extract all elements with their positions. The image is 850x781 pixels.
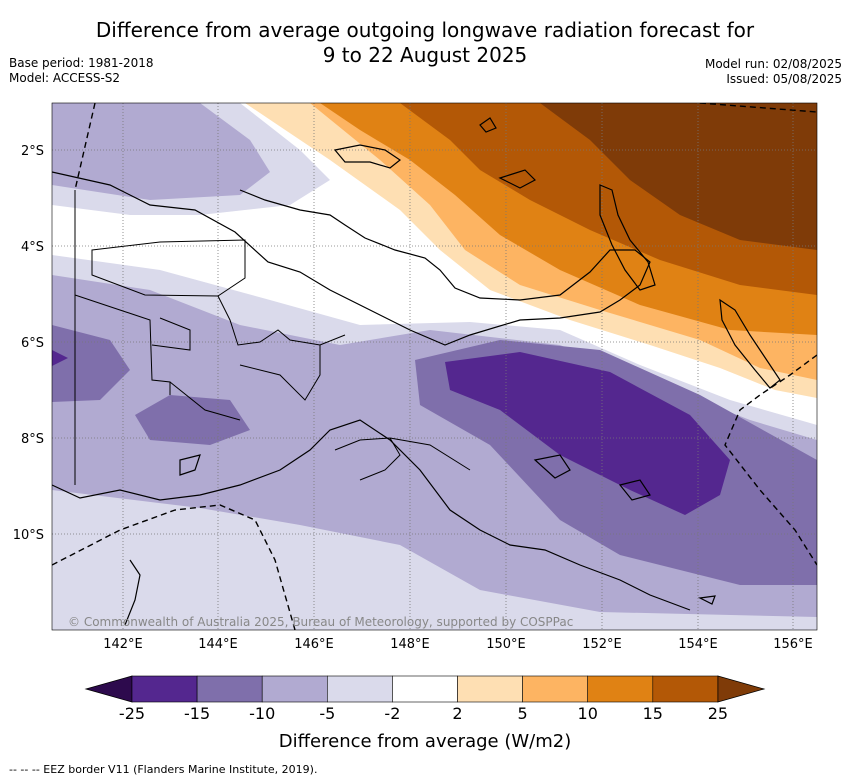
lon-label: 156°E — [773, 637, 813, 652]
colorbar-tick-label: -10 — [249, 704, 276, 723]
colorbar-tick-label: -2 — [384, 704, 401, 723]
colorbar-over-arrow — [717, 675, 766, 703]
title-line-1: Difference from average outgoing longwav… — [95, 18, 755, 42]
colorbar-under-arrow — [84, 675, 133, 703]
lat-label: 6°S — [21, 336, 44, 351]
lon-label: 142°E — [103, 637, 143, 652]
colorbar-bin — [392, 675, 458, 703]
colorbar-bin — [196, 675, 263, 703]
colorbar-bin — [587, 675, 654, 703]
colorbar-tick-label: 2 — [452, 704, 463, 723]
chart-title: Difference from average outgoing longwav… — [0, 18, 850, 68]
lat-label: 4°S — [21, 240, 44, 255]
coastlines — [52, 117, 781, 626]
negative-anomaly-fields — [52, 103, 817, 630]
lon-label: 152°E — [582, 637, 622, 652]
colorbar-tick-label: -25 — [118, 704, 146, 723]
eez-footnote: -- -- -- EEZ border V11 (Flanders Marine… — [9, 763, 318, 776]
colorbar-tick-label: -15 — [184, 704, 211, 723]
latitude-labels: 2°S 4°S 6°S 8°S 10°S — [13, 144, 44, 543]
colorbar — [84, 675, 766, 703]
lon-label: 154°E — [678, 637, 718, 652]
lat-label: 2°S — [21, 144, 44, 159]
issued-date: Issued: 05/08/2025 — [726, 72, 842, 86]
longitude-labels: 142°E 144°E 146°E 148°E 150°E 152°E 154°… — [103, 637, 813, 652]
meta-left: Base period: 1981-2018 Model: ACCESS-S2 — [9, 56, 154, 86]
model-run: Model run: 02/08/2025 — [704, 57, 842, 71]
colorbar-bin — [131, 675, 198, 703]
model-name: Model: ACCESS-S2 — [9, 71, 121, 85]
lon-label: 144°E — [198, 637, 238, 652]
lat-label: 8°S — [21, 432, 44, 447]
lat-label: 10°S — [13, 528, 44, 543]
lon-label: 150°E — [486, 637, 526, 652]
colorbar-bin — [522, 675, 588, 703]
colorbar-tick-label: 15 — [642, 704, 663, 723]
colorbar-tick-label: -5 — [319, 704, 336, 723]
map-frame — [51, 102, 818, 631]
eez-borders — [52, 103, 817, 630]
colorbar-bin — [326, 675, 393, 703]
colorbar-tick-label: 25 — [707, 704, 729, 723]
colorbar-title: Difference from average (W/m2) — [278, 731, 572, 752]
base-period: Base period: 1981-2018 — [9, 56, 154, 70]
colorbar-bin — [261, 675, 328, 703]
colorbar-tick-label: 10 — [577, 704, 598, 723]
meta-right: Model run: 02/08/2025 Issued: 05/08/2025 — [705, 57, 842, 87]
province-boundaries — [74, 190, 471, 485]
lon-label: 146°E — [294, 637, 334, 652]
colorbar-bin — [652, 675, 719, 703]
title-line-2: 9 to 22 August 2025 — [322, 43, 528, 67]
copyright-notice: © Commonwealth of Australia 2025, Bureau… — [68, 615, 573, 629]
colorbar-bin — [457, 675, 523, 703]
map-panel: © Commonwealth of Australia 2025, Bureau… — [52, 103, 817, 630]
lon-label: 148°E — [390, 637, 430, 652]
positive-anomaly-fields — [245, 103, 817, 398]
colorbar-tick-label: 5 — [517, 704, 528, 723]
